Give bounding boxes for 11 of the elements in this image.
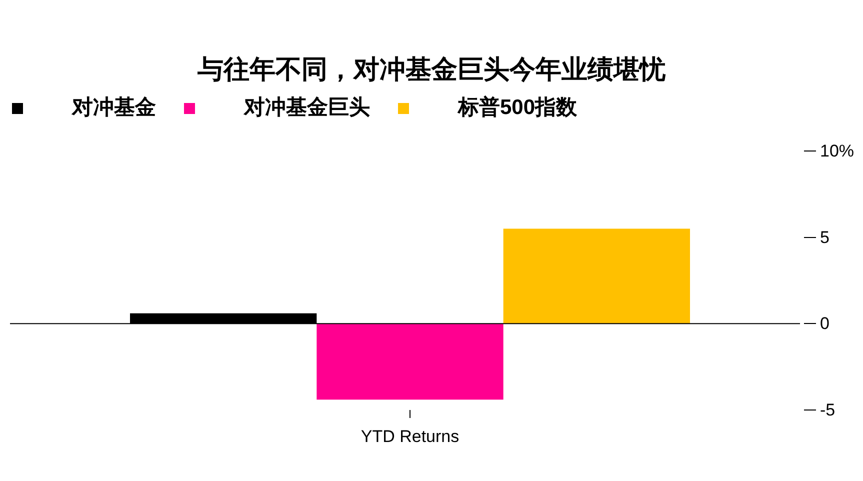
chart-title: 与往年不同，对冲基金巨头今年业绩堪忧: [196, 54, 666, 84]
y-tick-label: 5: [820, 228, 830, 247]
y-tick-label: 10%: [820, 142, 854, 160]
y-tick-label: 0: [820, 314, 830, 334]
x-tick-label: YTD Returns: [360, 427, 460, 446]
legend-label: 对冲基金: [71, 96, 156, 119]
legend-label: 对冲基金巨头: [243, 96, 370, 119]
bar: [503, 228, 690, 324]
bar: [316, 324, 504, 400]
y-tick-label: -5: [820, 400, 836, 420]
legend-label: 标普500指数: [457, 95, 578, 119]
